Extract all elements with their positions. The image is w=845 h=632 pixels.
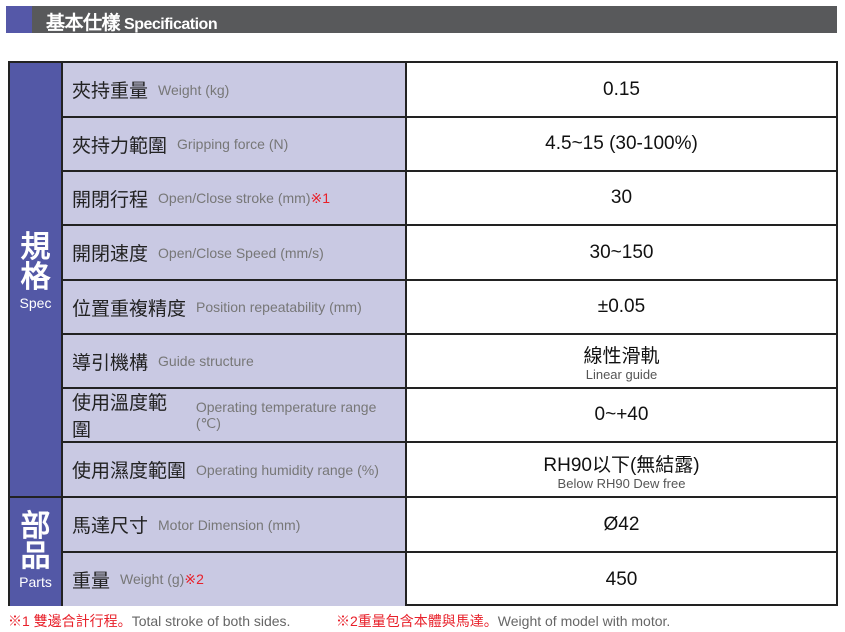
label-zh: 使用濕度範圍 — [72, 461, 187, 482]
group-parts-en: Parts — [19, 574, 52, 590]
row-value: 0~+40 — [407, 389, 836, 441]
section-title: 基本仕樣 Specification — [46, 13, 218, 34]
value-text: 30 — [610, 187, 633, 208]
label-en: Guide structure — [158, 353, 254, 369]
spec-row: 使用溫度範圍 Operating temperature range (℃) 0~… — [63, 389, 836, 443]
spec-row: 開閉速度 Open/Close Speed (mm/s) 30~150 — [63, 226, 836, 281]
row-value: ±0.05 — [407, 281, 836, 333]
spec-table: 規格 Spec 部品 Parts 夾持重量 Weight (kg) 0.15 夾持力… — [8, 61, 838, 606]
row-label: 使用濕度範圍 Operating humidity range (%) — [63, 443, 407, 496]
group-parts-zh: 部品 — [20, 510, 51, 573]
label-en: Position repeatability (mm) — [196, 299, 362, 315]
row-value: 30 — [407, 172, 836, 224]
label-zh: 馬達尺寸 — [72, 516, 149, 537]
group-parts: 部品 Parts — [10, 496, 63, 606]
label-en: Operating temperature range (℃) — [195, 398, 377, 431]
label-en: Gripping force (N) — [177, 136, 289, 152]
row-label: 夾持力範圍 Gripping force (N) — [63, 118, 407, 170]
value-text: 線性滑軌 — [583, 346, 660, 367]
label-zh: 夾持重量 — [72, 81, 149, 102]
row-value: Ø42 — [407, 498, 836, 551]
label-zh: 導引機構 — [72, 352, 149, 374]
label-zh: 使用溫度範圍 — [72, 393, 168, 441]
value-text: 0~+40 — [594, 404, 649, 425]
row-value: 線性滑軌 Linear guide — [407, 335, 836, 387]
spec-row: 導引機構 Guide structure 線性滑軌 Linear guide — [63, 335, 836, 389]
spec-row: 使用濕度範圍 Operating humidity range (%) RH90以… — [63, 443, 836, 498]
value-text: RH90以下(無結露) — [543, 454, 700, 476]
footnote-mark: ※2 — [184, 571, 204, 587]
value-text: 450 — [605, 568, 638, 590]
row-value: 30~150 — [407, 226, 836, 279]
group-spec-zh: 規格 — [20, 231, 51, 294]
spec-row: 夾持重量 Weight (kg) 0.15 — [63, 63, 836, 118]
value-text: 30~150 — [589, 241, 654, 263]
group-spec: 規格 Spec — [10, 63, 63, 496]
spec-row: 開閉行程 Open/Close stroke (mm)※1 30 — [63, 172, 836, 226]
footnote-mark: ※1 — [310, 189, 331, 206]
row-label: 重量 Weight (g)※2 — [63, 553, 407, 606]
label-en: Open/Close Speed (mm/s) — [158, 244, 324, 261]
value-text: Ø42 — [603, 513, 640, 535]
label-en: Motor Dimension (mm) — [158, 516, 301, 533]
row-value: 450 — [407, 553, 836, 606]
label-zh: 開閉行程 — [72, 189, 149, 211]
value-text: 0.15 — [603, 78, 640, 100]
row-label: 開閉速度 Open/Close Speed (mm/s) — [63, 226, 407, 279]
label-en: Open/Close stroke (mm)※1 — [158, 189, 331, 206]
spec-row: 馬達尺寸 Motor Dimension (mm) Ø42 — [63, 498, 836, 553]
row-label: 夾持重量 Weight (kg) — [63, 63, 407, 116]
spec-row: 重量 Weight (g)※2 450 — [63, 553, 836, 606]
row-label: 導引機構 Guide structure — [63, 335, 407, 387]
label-zh: 夾持力範圍 — [72, 135, 168, 157]
label-en: Operating humidity range (%) — [196, 461, 379, 478]
value-subtext: Linear guide — [585, 367, 658, 382]
label-en: Weight (g)※2 — [120, 571, 204, 587]
spec-row: 夾持力範圍 Gripping force (N) 4.5~15 (30-100%) — [63, 118, 836, 172]
row-value: RH90以下(無結露) Below RH90 Dew free — [407, 443, 836, 496]
row-label: 開閉行程 Open/Close stroke (mm)※1 — [63, 172, 407, 224]
row-value: 4.5~15 (30-100%) — [407, 118, 836, 170]
label-en: Weight (kg) — [158, 81, 230, 98]
row-value: 0.15 — [407, 63, 836, 116]
spec-row: 位置重複精度 Position repeatability (mm) ±0.05 — [63, 281, 836, 335]
label-zh: 開閉速度 — [72, 244, 149, 265]
label-zh: 位置重複精度 — [72, 298, 187, 320]
group-spec-en: Spec — [19, 295, 52, 311]
row-label: 使用溫度範圍 Operating temperature range (℃) — [63, 389, 407, 441]
header-accent-square — [6, 6, 32, 33]
value-text: ±0.05 — [597, 296, 646, 317]
row-label: 位置重複精度 Position repeatability (mm) — [63, 281, 407, 333]
value-text: 4.5~15 (30-100%) — [545, 133, 698, 154]
label-zh: 重量 — [72, 571, 111, 592]
row-label: 馬達尺寸 Motor Dimension (mm) — [63, 498, 407, 551]
footnote-1: ※1 雙邊合計行程。Total stroke of both sides. — [8, 613, 291, 629]
section-header: 基本仕樣 Specification — [6, 6, 837, 34]
footnote-2: ※2重量包含本體與馬達。Weight of model with motor. — [336, 613, 671, 629]
value-subtext: Below RH90 Dew free — [557, 475, 686, 491]
